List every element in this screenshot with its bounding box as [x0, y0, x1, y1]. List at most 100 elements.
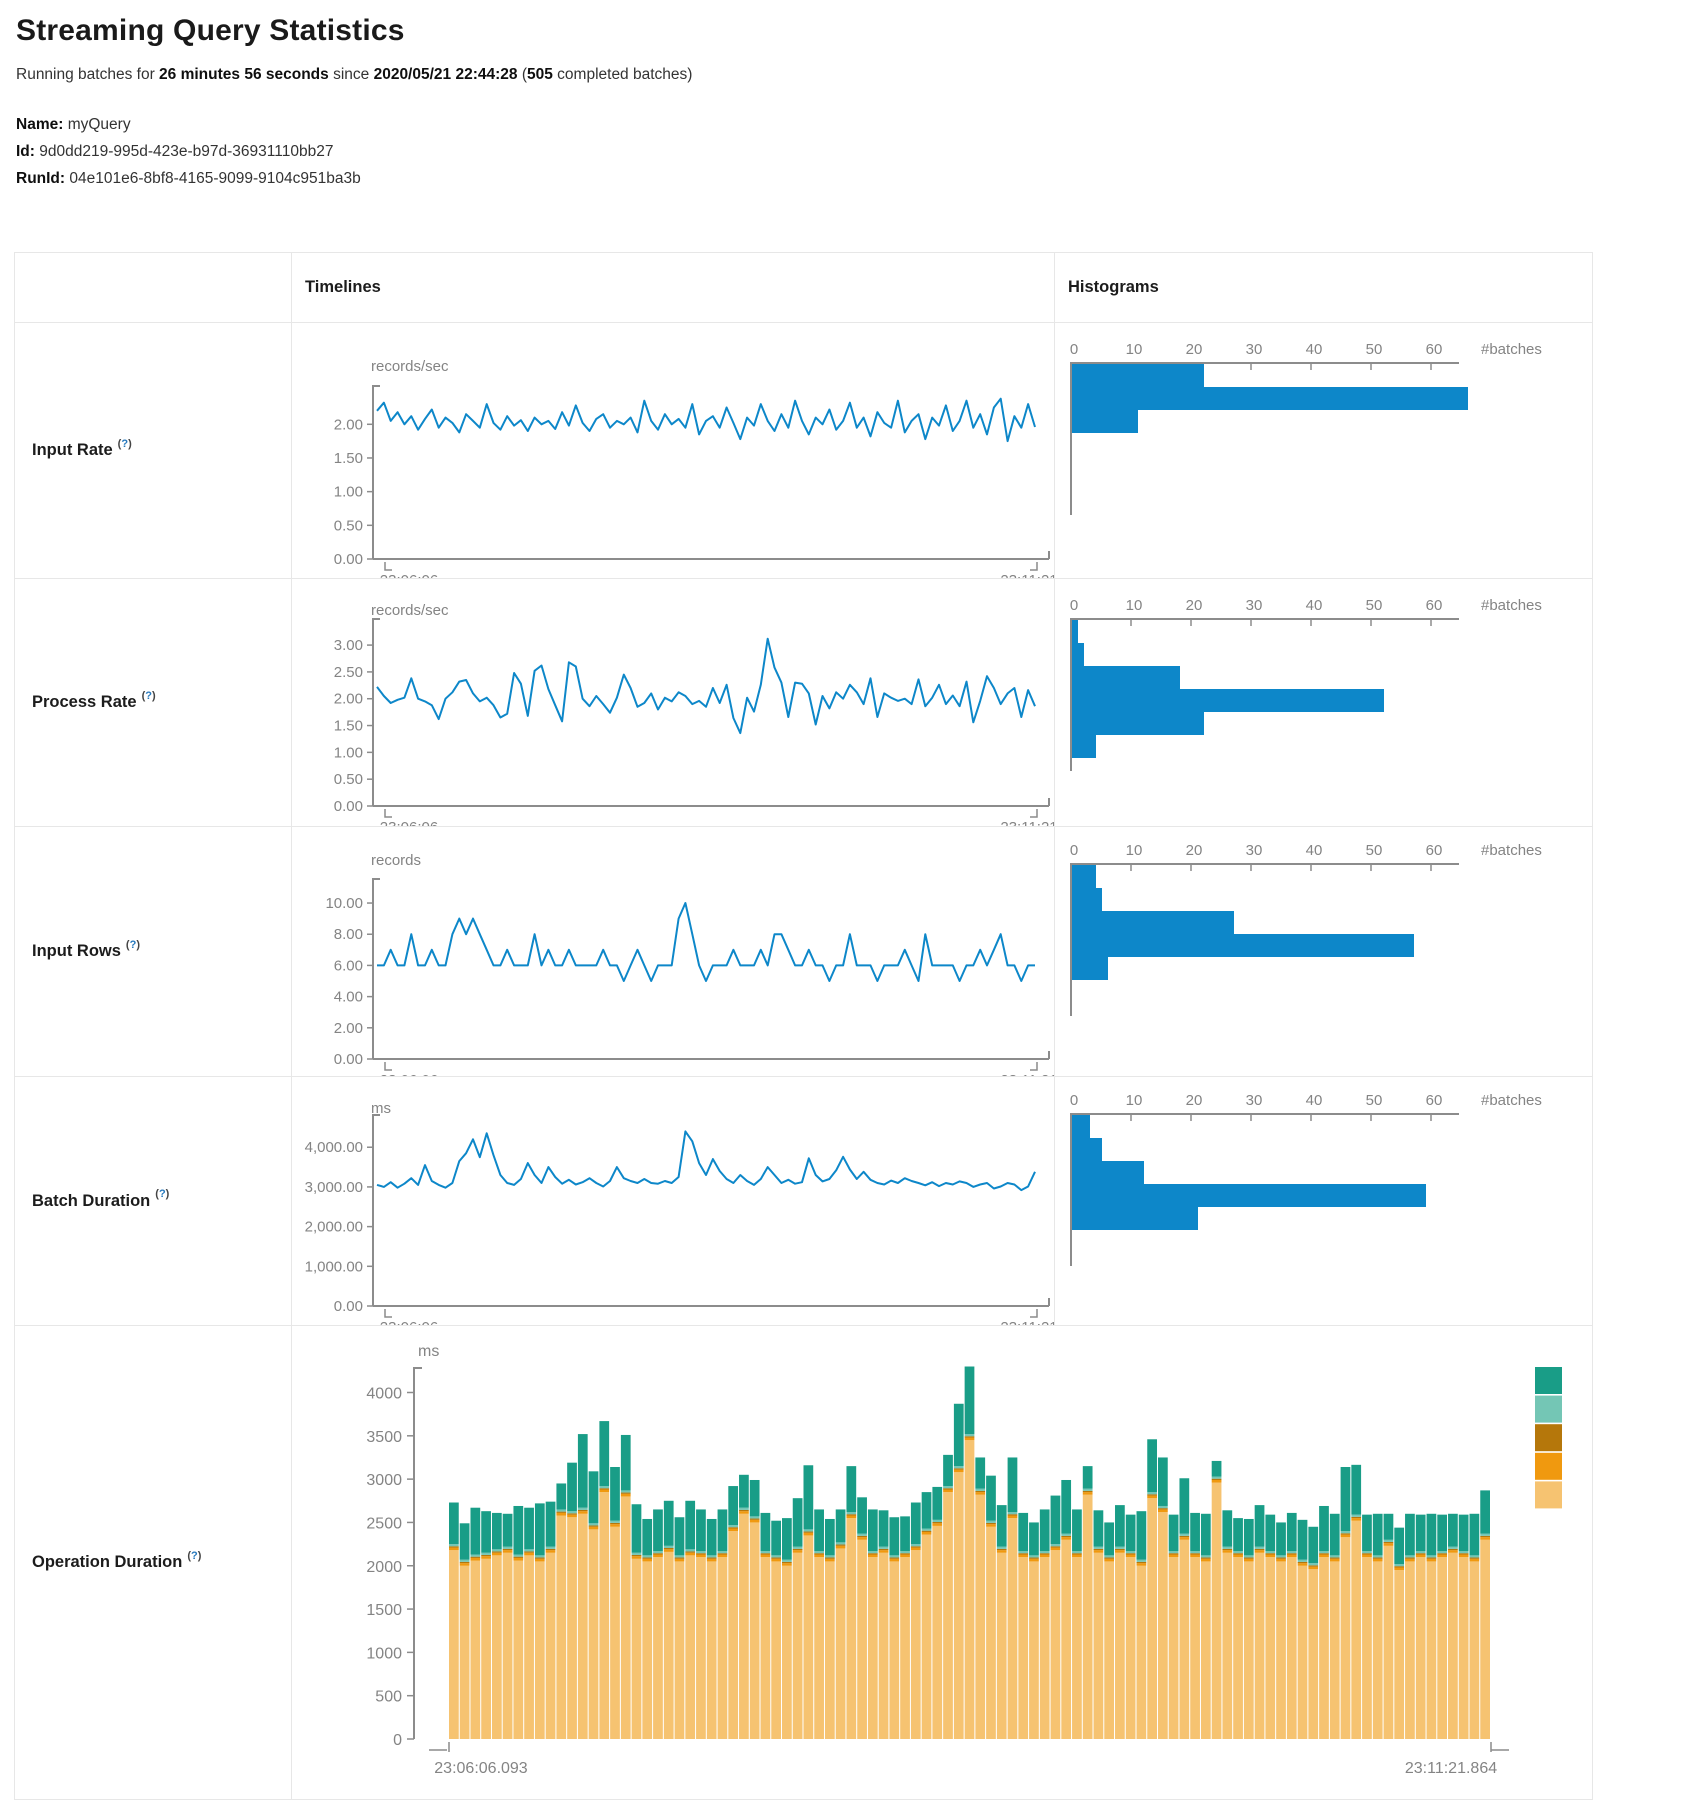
svg-text:500: 500 [375, 1689, 402, 1706]
metric-label-operation-duration: Operation Duration (?) [15, 1326, 292, 1799]
stacked-bar-segment-light_teal [545, 1546, 556, 1549]
stacked-bar-segment-light_teal [1415, 1551, 1426, 1554]
stacked-bar-segment-light_teal [1469, 1555, 1480, 1558]
stacked-bar-segment-orange [1448, 1550, 1458, 1553]
stacked-bar-segment-light_teal [943, 1486, 953, 1489]
svg-text:23:06:06: 23:06:06 [380, 1319, 438, 1325]
stacked-bar-segment-tan [1211, 1482, 1222, 1739]
stacked-bar-segment-light_teal [1340, 1531, 1351, 1534]
stacked-bar-segment-orange [696, 1554, 706, 1558]
stacked-bar-segment-orange [1415, 1554, 1426, 1558]
input-rows-histogram-chart: 0 10 20 30 40 50 60 #batches [1070, 842, 1542, 1016]
svg-text:1000: 1000 [366, 1645, 402, 1662]
help-icon[interactable]: (?) [155, 1188, 170, 1200]
stacked-bar-segment-teal [1437, 1514, 1448, 1552]
stacked-bar-segment-tan [835, 1548, 846, 1739]
stacked-bar-segment-tan [459, 1565, 470, 1739]
stacked-bar-segment-light_teal [835, 1542, 846, 1545]
stacked-bar-segment-orange [1211, 1479, 1222, 1483]
stacked-bar-segment-orange [1136, 1563, 1147, 1566]
stacked-bar-segment-tan [1340, 1537, 1351, 1739]
svg-text:0.00: 0.00 [334, 798, 363, 815]
help-icon[interactable]: (?) [141, 689, 156, 702]
stacked-bar-segment-orange [1082, 1492, 1093, 1495]
stacked-bar-segment-tan [1093, 1552, 1104, 1739]
stacked-bar-segment-orange [867, 1554, 878, 1558]
stacked-bar-segment-light_teal [567, 1511, 577, 1514]
stacked-bar-segment-orange [481, 1556, 491, 1559]
stacked-bar-segment-tan [481, 1558, 491, 1739]
stacked-bar-segment-orange [1157, 1509, 1168, 1513]
stacked-bar-segment-teal [1405, 1513, 1415, 1556]
stacked-bar-segment-dark_gold [481, 1554, 491, 1557]
stacked-bar-segment-dark_gold [910, 1546, 921, 1548]
stacked-bar-segment-tan [1383, 1545, 1394, 1739]
stacked-bar-segment-light_teal [1362, 1551, 1372, 1554]
svg-text:0: 0 [1070, 842, 1078, 859]
stacked-bar-segment-tan [1039, 1557, 1050, 1739]
stacked-bar-segment-teal [588, 1471, 599, 1524]
svg-text:23:11:21.864: 23:11:21.864 [1405, 1760, 1497, 1777]
stacked-bar-segment-teal [513, 1505, 524, 1555]
stacked-bar-segment-orange [1329, 1558, 1340, 1562]
stacked-bar-segment-tan [1104, 1561, 1115, 1739]
stacked-bar-segment-tan [1319, 1557, 1329, 1739]
stacked-bar-segment-light_teal [1405, 1555, 1415, 1558]
stacked-bar-segment-orange [502, 1550, 513, 1553]
stacked-bar-segment-dark_gold [878, 1548, 889, 1551]
statistics-table: Timelines Histograms Input Rate (?) reco… [14, 252, 1593, 1800]
stacked-bar-segment-tan [1276, 1561, 1286, 1739]
stacked-bar-segment-tan [610, 1526, 620, 1739]
stacked-bar-segment-dark_gold [1394, 1566, 1405, 1568]
stacked-bar-segment-dark_gold [1061, 1535, 1072, 1538]
stacked-bar-segment-light_teal [1233, 1551, 1243, 1554]
stacked-bar-segment-teal [749, 1479, 760, 1517]
running-duration: 26 minutes 56 seconds [159, 66, 329, 83]
stacked-bar-segment-dark_gold [1157, 1508, 1168, 1510]
stacked-bar-segment-orange [824, 1558, 835, 1562]
stacked-bar-segment-dark_gold [921, 1530, 932, 1532]
stacked-bar-segment-dark_gold [1233, 1553, 1243, 1555]
stacked-bar-segment-tan [996, 1552, 1007, 1739]
stacked-bar-segment-dark_gold [857, 1535, 867, 1538]
stacked-bar-segment-tan [739, 1513, 749, 1739]
stacked-bar-segment-teal [760, 1512, 771, 1552]
help-icon[interactable]: (?) [125, 938, 140, 951]
stacked-bar-segment-dark_gold [846, 1514, 857, 1516]
stacked-bar-segment-tan [588, 1529, 599, 1739]
stacked-bar-segment-teal [706, 1518, 717, 1556]
histogram-bar [1072, 865, 1096, 888]
stacked-bar-segment-light_teal [900, 1551, 910, 1554]
histogram-bar [1072, 643, 1084, 666]
stacked-bar-segment-tan [867, 1557, 878, 1739]
stacked-bar-segment-tan [921, 1534, 932, 1739]
stacked-bar-segment-light_teal [470, 1554, 481, 1557]
help-icon[interactable]: (?) [187, 1549, 202, 1562]
stacked-bar-segment-light_teal [620, 1490, 631, 1493]
stacked-bar-segment-tan [932, 1525, 943, 1739]
y-axis [372, 385, 380, 559]
histogram-bar [1072, 364, 1204, 387]
stacked-bar-segment-teal [921, 1492, 932, 1529]
stacked-bar-segment-orange [996, 1550, 1007, 1553]
svg-text:0: 0 [1070, 597, 1078, 614]
stacked-bar-segment-dark_gold [1147, 1494, 1157, 1496]
stacked-bar-segment-orange [921, 1531, 932, 1535]
stacked-bar-segment-light_teal [674, 1555, 685, 1558]
svg-text:10: 10 [1126, 842, 1143, 859]
stacked-bar-segment-light_teal [556, 1509, 567, 1512]
help-icon[interactable]: (?) [117, 437, 132, 450]
stacked-bar-segment-light_teal [1039, 1551, 1050, 1554]
stacked-bar-segment-teal [739, 1474, 749, 1508]
stacked-bar-segment-dark_gold [1276, 1557, 1286, 1559]
stacked-bar-segment-teal [1415, 1514, 1426, 1552]
stacked-bar-segment-orange [1093, 1550, 1104, 1553]
process-rate-histogram-cell: 0 10 20 30 40 50 60 #batches [1055, 579, 1592, 827]
stacked-bar-segment-dark_gold [567, 1513, 577, 1515]
stacked-bar-segment-teal [685, 1500, 696, 1550]
svg-text:1,000.00: 1,000.00 [305, 1258, 363, 1275]
stacked-bar-segment-tan [534, 1561, 545, 1739]
stacked-bar-segment-light_teal [459, 1559, 470, 1562]
stacked-bar-segment-teal [1329, 1513, 1340, 1556]
stacked-bar-segment-teal [803, 1465, 814, 1530]
